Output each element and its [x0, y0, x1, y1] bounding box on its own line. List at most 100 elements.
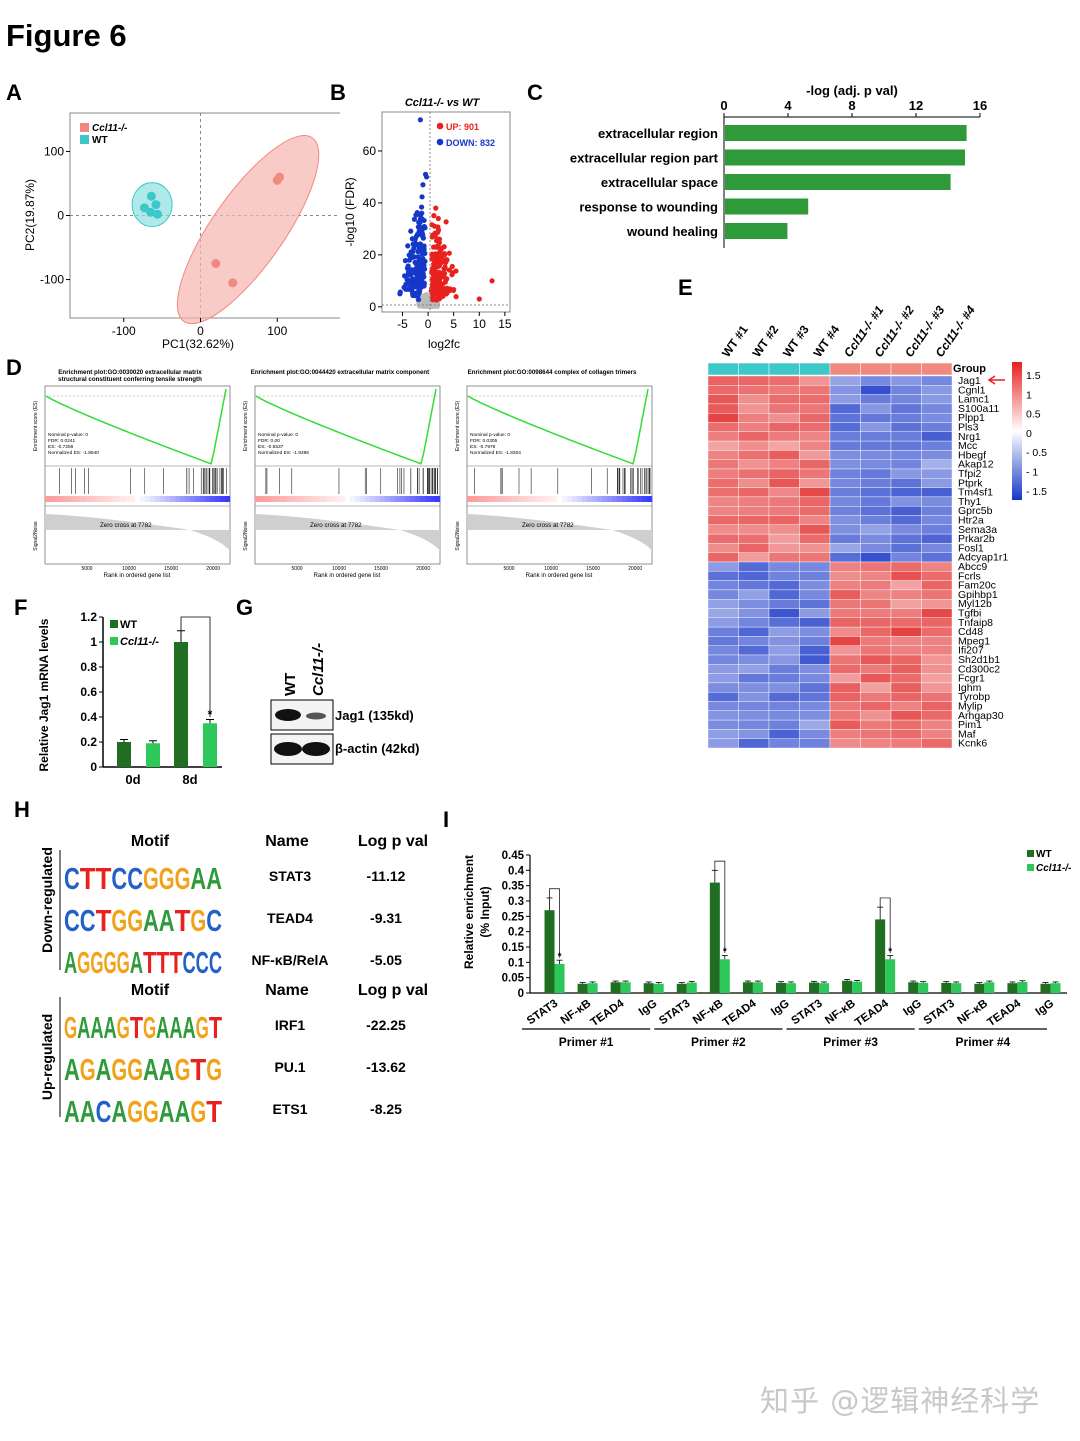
heatmap-cell	[860, 719, 892, 730]
volcano-point-ns	[420, 298, 425, 304]
heatmap-cell	[738, 599, 770, 609]
volcano-point-up	[434, 236, 440, 242]
b-xtick-label: 5	[450, 317, 457, 331]
heatmap-cell	[768, 440, 800, 451]
heatmap-cell	[860, 692, 892, 702]
heatmap-cell	[768, 738, 800, 749]
heatmap-cell	[768, 571, 800, 581]
heatmap-group-label: Group	[953, 363, 986, 375]
motif-logo-letter: G	[190, 1094, 206, 1125]
panel-f-ylabel: Relative Jag1 mRNA levels	[37, 618, 51, 771]
gsea-xtick: 15000	[586, 566, 600, 572]
volcano-point-up	[446, 267, 452, 273]
heatmap-row-label: Tyrobp	[958, 691, 990, 703]
heatmap-cell	[890, 645, 922, 656]
volcano-point-up	[451, 286, 457, 293]
heatmap-cell	[829, 654, 861, 665]
heatmap-cell	[829, 385, 861, 395]
volcano-point-down	[420, 232, 426, 238]
heatmap-cell	[890, 543, 922, 553]
heatmap-cell	[738, 440, 770, 451]
volcano-point-up	[441, 244, 447, 250]
heatmap-cell	[829, 617, 861, 628]
heatmap-cell	[738, 682, 770, 693]
gsea-xtick: 10000	[122, 566, 136, 572]
gsea-stat: ES: -0.7979	[470, 444, 496, 450]
heatmap-cell	[768, 626, 800, 637]
i-ytick-label: 0.05	[502, 973, 525, 985]
volcano-point-down	[404, 276, 410, 283]
go-term-label: extracellular region	[598, 126, 718, 141]
heatmap-cell	[921, 664, 953, 674]
heatmap-cell	[860, 738, 892, 749]
gsea-ylabel-top: Enrichment score (ES)	[455, 401, 461, 452]
gsea-stat: ES: -0.7256	[48, 444, 74, 450]
heatmap-row-label: Mpeg1	[958, 635, 990, 647]
f-ytick-label: 1.2	[80, 610, 97, 624]
i-category-label: IgG	[769, 998, 792, 1019]
motif-header: Name	[265, 833, 309, 850]
heatmap-cell	[860, 496, 892, 507]
heatmap-cell	[890, 599, 922, 609]
heatmap-row-label: Fcrls	[958, 570, 981, 582]
pca-point-0-2	[211, 259, 221, 269]
heatmap-cell	[921, 608, 953, 619]
i-category-label: NF-κB	[823, 998, 858, 1027]
motif-logp: -5.05	[370, 952, 402, 968]
i-category-label: TEAD4	[985, 997, 1023, 1029]
heatmap-cell	[921, 515, 953, 526]
heatmap-cell	[890, 524, 922, 535]
gsea-xtick: 20000	[206, 566, 220, 572]
heatmap-cell	[860, 673, 892, 684]
heatmap-cell	[890, 403, 922, 414]
volcano-point-down	[417, 117, 423, 123]
motif-logo-letter: C	[64, 903, 80, 938]
heatmap-row-label: Tnfaip8	[958, 617, 993, 629]
heatmap-cell	[799, 571, 831, 581]
heatmap-row-label: Pim1	[958, 719, 982, 731]
motif-logo-letter: T	[175, 903, 191, 938]
heatmap-cell	[829, 431, 861, 442]
volcano-point-down	[416, 219, 422, 225]
i-bar-8-1	[819, 983, 830, 993]
a-xtick-label: 0	[197, 324, 204, 338]
heatmap-cell	[768, 412, 800, 423]
b-ytick-label: 20	[363, 248, 377, 262]
c-xtick-label: 8	[848, 98, 855, 113]
motif-logo-letter: C	[64, 861, 80, 896]
heatmap-cell	[829, 412, 861, 423]
heatmap-column-label: WT #3	[780, 322, 812, 359]
heatmap-cell	[829, 664, 861, 674]
motif-logo-letter: A	[130, 945, 143, 980]
heatmap-cell	[799, 580, 831, 591]
volcano-point-down	[418, 204, 425, 210]
heatmap-cell	[738, 375, 770, 386]
heatmap-cell	[768, 478, 800, 488]
heatmap-cell	[707, 487, 739, 498]
heatmap-cell	[799, 561, 831, 572]
heatmap-row-label: Jag1	[958, 375, 981, 387]
volcano-point-up	[446, 250, 452, 256]
heatmap-cell	[768, 394, 800, 405]
heatmap-cell	[921, 701, 953, 712]
heatmap-row-label: Tgfbi	[958, 608, 981, 620]
motif-header: Motif	[131, 833, 170, 850]
heatmap-cell	[707, 636, 739, 646]
i-primer-group-label: Primer #4	[956, 1035, 1011, 1049]
heatmap-row-label: Nrg1	[958, 431, 981, 443]
heatmap-row-label: Gprc5b	[958, 505, 993, 517]
i-bar-1-1	[587, 983, 598, 993]
heatmap-cell	[829, 738, 861, 749]
volcano-point-up	[453, 268, 459, 274]
heatmap-cell	[738, 738, 770, 749]
heatmap-row-label: Hbegf	[958, 449, 986, 461]
heatmap-cell	[890, 412, 922, 423]
i-bar-10-0	[875, 919, 886, 993]
volcano-point-down	[421, 262, 427, 268]
heatmap-cell	[707, 515, 739, 526]
volcano-point-down	[416, 259, 422, 265]
i-category-label: STAT3	[525, 998, 560, 1028]
heatmap-cell	[921, 599, 953, 609]
heatmap-cell	[921, 543, 953, 553]
heatmap-cell	[799, 710, 831, 721]
